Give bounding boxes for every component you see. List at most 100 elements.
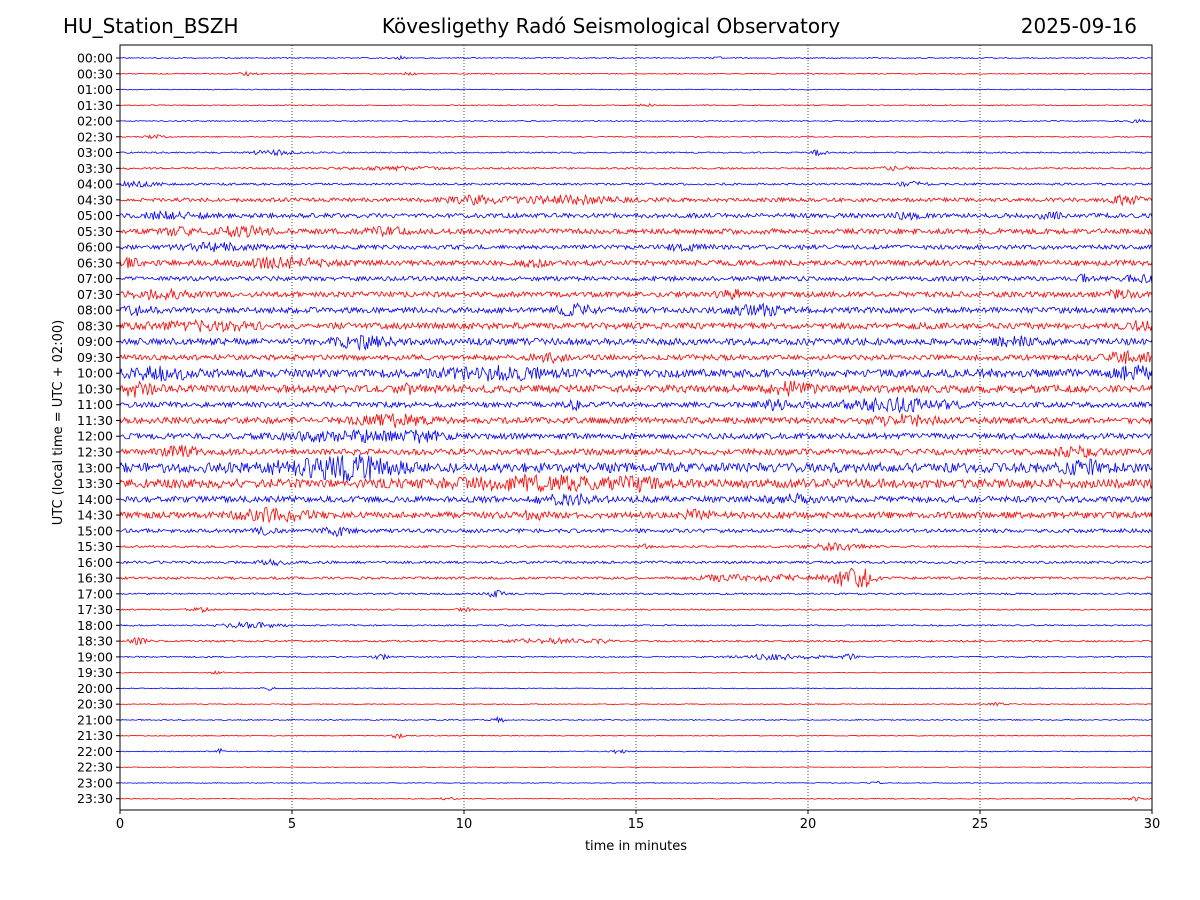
y-tick-label: 20:30 <box>77 697 113 712</box>
y-tick-label: 22:30 <box>77 760 113 775</box>
trace-line <box>119 670 1153 675</box>
trace-line <box>119 334 1153 351</box>
y-tick-label: 17:00 <box>77 586 113 601</box>
y-tick-label: 14:00 <box>77 492 113 507</box>
trace-line <box>119 88 1153 91</box>
date-title: 2025-09-16 <box>1020 14 1137 38</box>
trace-line <box>119 589 1153 598</box>
y-tick-label: 21:00 <box>77 712 113 727</box>
y-tick-label: 19:30 <box>77 665 113 680</box>
trace-line <box>119 193 1153 207</box>
y-tick-label: 18:00 <box>77 618 113 633</box>
y-tick-label: 03:00 <box>77 145 113 160</box>
y-tick-label: 12:00 <box>77 429 113 444</box>
y-tick-label: 06:00 <box>77 240 113 255</box>
y-tick-label: 15:00 <box>77 523 113 538</box>
trace-line <box>119 209 1153 221</box>
y-tick-label: 00:30 <box>77 66 113 81</box>
y-tick-label: 01:00 <box>77 82 113 97</box>
trace-line <box>119 349 1153 365</box>
x-axis-label: time in minutes <box>585 839 687 854</box>
station-title: HU_Station_BSZH <box>63 14 239 38</box>
trace-line <box>119 747 1153 755</box>
y-tick-label: 19:00 <box>77 649 113 664</box>
trace-line <box>119 241 1153 253</box>
y-tick-label: 20:00 <box>77 681 113 696</box>
y-tick-label: 09:00 <box>77 334 113 349</box>
y-tick-label: 17:30 <box>77 602 113 617</box>
x-tick-label: 25 <box>972 817 989 832</box>
y-tick-label: 22:00 <box>77 744 113 759</box>
trace-line <box>119 54 1153 61</box>
trace-line <box>119 287 1153 302</box>
trace-line <box>119 542 1153 552</box>
trace-line <box>119 165 1153 172</box>
y-tick-label: 11:30 <box>77 413 113 428</box>
trace-line <box>119 302 1153 317</box>
trace-line <box>119 525 1153 538</box>
y-tick-label: 23:30 <box>77 791 113 806</box>
y-tick-label: 09:30 <box>77 350 113 365</box>
trace-line <box>119 364 1153 382</box>
x-tick-label: 30 <box>1144 817 1161 832</box>
x-tick-label: 5 <box>288 817 296 832</box>
y-tick-label: 18:30 <box>77 634 113 649</box>
x-axis: 0 5 10 15 20 25 30 <box>116 810 1160 832</box>
y-tick-label: 11:00 <box>77 397 113 412</box>
trace-line <box>119 621 1153 629</box>
trace-line <box>119 180 1153 189</box>
y-axis: 00:0000:3001:0001:3002:0002:3003:0003:30… <box>77 51 120 806</box>
trace-line <box>119 558 1153 567</box>
trace-line <box>119 413 1153 428</box>
trace-line <box>119 473 1153 493</box>
y-tick-label: 14:30 <box>77 508 113 523</box>
trace-line <box>119 732 1152 740</box>
trace-line <box>119 102 1153 107</box>
trace-line <box>119 444 1153 459</box>
y-tick-label: 04:30 <box>77 192 113 207</box>
y-tick-label: 05:00 <box>77 208 113 223</box>
trace-line <box>119 606 1153 614</box>
y-tick-label: 08:30 <box>77 318 113 333</box>
trace-line <box>119 273 1153 285</box>
trace-line <box>119 506 1153 524</box>
trace-line <box>119 148 1153 157</box>
trace-line <box>119 118 1153 124</box>
trace-line <box>119 318 1153 333</box>
y-tick-label: 05:30 <box>77 224 113 239</box>
trace-line <box>119 428 1153 444</box>
y-tick-label: 16:00 <box>77 555 113 570</box>
trace-line <box>119 380 1153 398</box>
trace-line <box>119 70 1153 77</box>
y-tick-label: 04:00 <box>77 177 113 192</box>
y-tick-label: 03:30 <box>77 161 113 176</box>
y-tick-label: 15:30 <box>77 539 113 554</box>
trace-line <box>119 636 1153 646</box>
y-tick-label: 13:30 <box>77 476 113 491</box>
trace-line <box>119 396 1153 414</box>
y-tick-label: 00:00 <box>77 51 113 66</box>
trace-line <box>119 653 1153 661</box>
trace-line <box>119 702 1153 707</box>
y-tick-label: 02:00 <box>77 114 113 129</box>
observatory-title: Kövesligethy Radó Seismological Observat… <box>381 14 841 38</box>
y-tick-label: 07:00 <box>77 271 113 286</box>
trace-line <box>119 225 1153 238</box>
y-tick-label: 16:30 <box>77 571 113 586</box>
y-tick-label: 07:30 <box>77 287 113 302</box>
x-tick-label: 10 <box>456 817 473 832</box>
trace-line <box>119 134 1153 140</box>
y-tick-label: 10:30 <box>77 381 113 396</box>
trace-line <box>119 686 1153 691</box>
y-tick-label: 10:00 <box>77 366 113 381</box>
trace-line <box>119 766 1153 769</box>
x-tick-label: 20 <box>800 817 817 832</box>
trace-group <box>119 54 1153 802</box>
y-tick-label: 08:00 <box>77 303 113 318</box>
y-tick-label: 01:30 <box>77 98 113 113</box>
y-axis-label: UTC (local time = UTC + 02:00) <box>51 320 66 525</box>
y-tick-label: 21:30 <box>77 728 113 743</box>
x-tick-label: 15 <box>628 817 645 832</box>
trace-line <box>119 780 1153 785</box>
